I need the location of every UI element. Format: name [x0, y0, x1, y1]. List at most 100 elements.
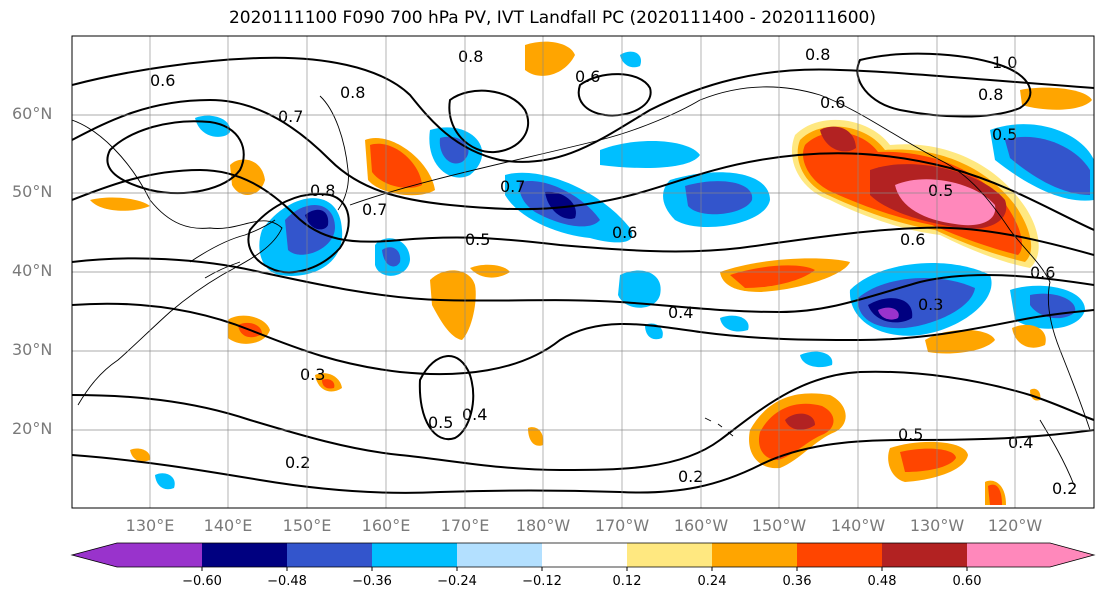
colorbar-tick-label: −0.24: [437, 574, 477, 589]
lon-label: 170°W: [594, 516, 650, 535]
contour-label: 0.3: [300, 365, 325, 384]
colorbar-outline: [70, 542, 1096, 568]
negative-anomaly: [600, 140, 700, 168]
pv-contour: [72, 370, 1094, 472]
colorbar-tick-label: −0.60: [182, 574, 222, 589]
positive-anomaly: [470, 264, 510, 278]
colorbar-segment: [967, 543, 1050, 567]
contour-label: 1.0: [992, 53, 1017, 72]
lon-label: 160°W: [673, 516, 729, 535]
colorbar-segment: [287, 543, 372, 567]
lat-label: 50°N: [12, 182, 53, 201]
colorbar-segment: [542, 543, 627, 567]
shading-layer: [90, 41, 1094, 505]
lat-label: 60°N: [12, 104, 53, 123]
graticule: [72, 36, 1094, 508]
contour-label: 0.4: [1008, 433, 1033, 452]
lon-label: 170°E: [440, 516, 490, 535]
lon-label: 160°E: [361, 516, 411, 535]
positive-anomaly: [925, 329, 995, 354]
negative-anomaly: [382, 247, 401, 267]
pv-contour: [577, 73, 652, 117]
colorbar-tick-label: 0.60: [952, 574, 982, 589]
colorbar-segment: [372, 543, 457, 567]
contour-label: 0.5: [992, 125, 1017, 144]
map-title: 2020111100 F090 700 hPa PV, IVT Landfall…: [228, 8, 876, 28]
lon-label: 180°W: [515, 516, 571, 535]
negative-anomaly: [545, 191, 576, 219]
negative-anomaly: [800, 351, 833, 368]
contour-labels: 0.6 0.8 0.8 0.8 1.0 0.8 0.6 0.7 0.8 0.7 …: [150, 45, 1077, 498]
na-west-coast: [1047, 281, 1091, 431]
contour-label: 0.2: [1052, 479, 1077, 498]
positive-anomaly: [430, 270, 476, 340]
pv-contour: [106, 120, 245, 195]
colorbar-tick-label: −0.12: [522, 574, 562, 589]
lat-label: 40°N: [12, 261, 53, 280]
colorbar-tick-label: −0.48: [267, 574, 307, 589]
contour-label: 0.8: [805, 45, 830, 64]
negative-anomaly: [685, 181, 753, 215]
contour-label: 0.4: [668, 303, 693, 322]
contour-label: 0.7: [362, 200, 387, 219]
positive-anomaly: [130, 448, 151, 462]
negative-anomaly: [878, 307, 899, 320]
colorbar-tick-label: 0.36: [782, 574, 812, 589]
positive-anomaly: [900, 448, 956, 472]
positive-anomaly: [322, 379, 335, 389]
aleutians: [349, 99, 701, 206]
lon-label: 120°W: [987, 516, 1043, 535]
colorbar-segment: [117, 543, 202, 567]
negative-anomaly: [305, 209, 329, 230]
japan-coast: [189, 219, 276, 279]
colorbar-extend-high: [1050, 543, 1094, 567]
contour-label: 0.6: [575, 67, 600, 86]
contour-label: 0.2: [678, 467, 703, 486]
alaska-coast: [699, 86, 1051, 283]
pv-contour: [72, 56, 1094, 163]
pv-contour: [856, 52, 1032, 118]
kamchatka-coast: [319, 95, 349, 211]
baja: [1039, 419, 1075, 486]
lon-label: 150°E: [282, 516, 332, 535]
contour-label: 0.7: [500, 177, 525, 196]
positive-anomaly: [230, 159, 265, 196]
pv-contour: [247, 193, 350, 274]
lat-label: 20°N: [12, 419, 53, 438]
lon-label: 130°W: [909, 516, 965, 535]
positive-anomaly: [370, 143, 422, 188]
colorbar-segment: [457, 543, 542, 567]
contour-label: 0.8: [310, 181, 335, 200]
positive-anomaly: [785, 413, 815, 430]
pv-contour: [72, 98, 1094, 231]
contour-label: 0.6: [150, 71, 175, 90]
positive-anomaly: [895, 179, 996, 226]
contour-label: 0.8: [458, 47, 483, 66]
colorbar-tick-label: −0.36: [352, 574, 392, 589]
positive-anomaly: [758, 403, 834, 460]
contour-label: 0.8: [978, 85, 1003, 104]
map-frame: [71, 35, 1095, 509]
colorbar-extend-low: [72, 543, 117, 567]
pv-contour: [72, 168, 1094, 256]
negative-anomaly: [720, 315, 749, 332]
positive-anomaly: [988, 484, 1002, 505]
negative-anomaly: [1030, 293, 1076, 319]
contour-label: 0.4: [462, 405, 487, 424]
contour-label: 0.8: [340, 83, 365, 102]
contour-label: 0.6: [900, 230, 925, 249]
negative-anomaly: [618, 270, 661, 308]
colorbar-segment: [627, 543, 712, 567]
positive-anomaly: [1020, 87, 1092, 110]
colorbar-segment: [202, 543, 287, 567]
colorbar-segment: [712, 543, 797, 567]
contour-label: 0.6: [612, 223, 637, 242]
positive-anomaly: [820, 126, 856, 152]
positive-anomaly: [1012, 324, 1046, 348]
positive-anomaly: [730, 265, 815, 288]
lon-label: 140°W: [830, 516, 886, 535]
negative-anomaly: [155, 473, 175, 490]
contour-label: 0.5: [465, 230, 490, 249]
colorbar-tick-label: 0.24: [697, 574, 727, 589]
